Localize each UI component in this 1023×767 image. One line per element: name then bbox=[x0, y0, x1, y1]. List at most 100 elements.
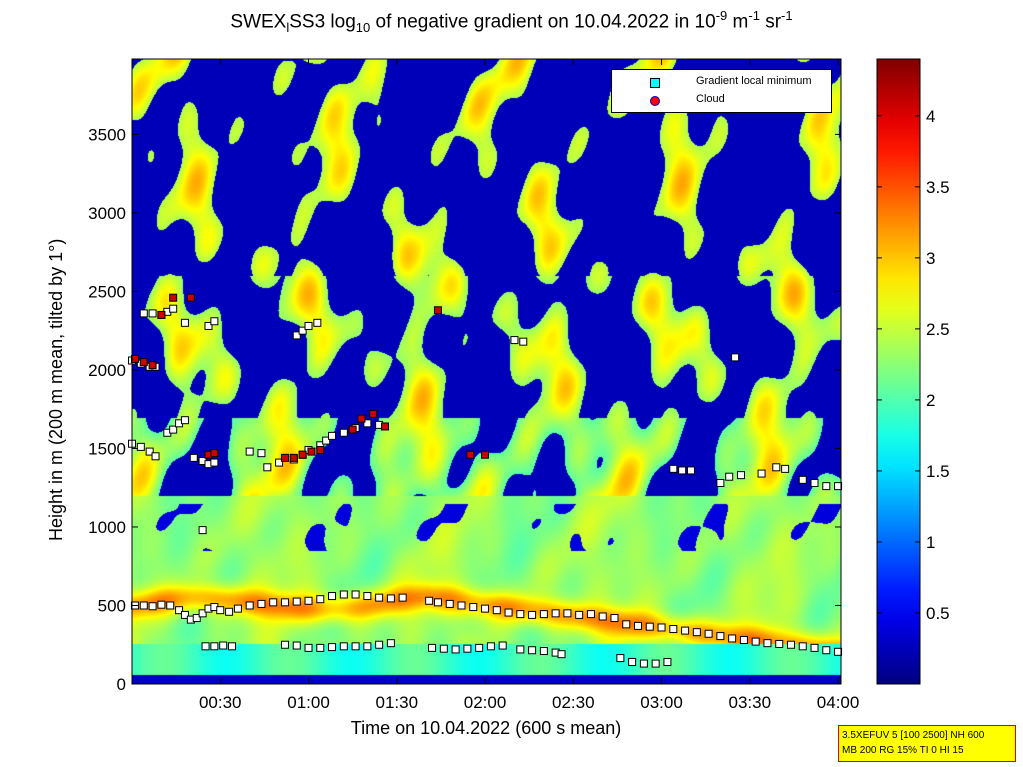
minimum-marker bbox=[469, 603, 478, 612]
minimum-marker bbox=[328, 592, 337, 601]
minimum-marker bbox=[786, 640, 795, 649]
minimum-marker bbox=[328, 431, 337, 440]
minimum-marker bbox=[704, 629, 713, 638]
minimum-marker bbox=[198, 526, 207, 535]
minimum-marker bbox=[219, 641, 228, 650]
cloud-marker bbox=[130, 354, 139, 363]
cloud-marker bbox=[307, 447, 316, 456]
minimum-marker bbox=[292, 641, 301, 650]
minimum-marker bbox=[139, 309, 148, 318]
legend-item-cloud: Cloud bbox=[612, 92, 831, 110]
minimum-marker bbox=[175, 606, 184, 615]
minimum-marker bbox=[516, 610, 525, 619]
cloud-marker bbox=[466, 450, 475, 459]
minimum-marker bbox=[728, 634, 737, 643]
minimum-marker bbox=[781, 464, 790, 473]
colorbar-tick-label: 1 bbox=[926, 533, 935, 552]
minimum-marker bbox=[339, 590, 348, 599]
legend-label: Cloud bbox=[696, 93, 725, 105]
cloud-marker bbox=[348, 425, 357, 434]
minimum-marker bbox=[551, 609, 560, 618]
minimum-marker bbox=[445, 599, 454, 608]
x-tick-label: 02:30 bbox=[552, 693, 595, 712]
cloud-marker bbox=[298, 450, 307, 459]
minimum-marker bbox=[245, 447, 254, 456]
minimum-marker bbox=[316, 595, 325, 604]
cloud-marker bbox=[186, 293, 195, 302]
y-tick-label: 1500 bbox=[88, 439, 126, 458]
minimum-marker bbox=[375, 640, 384, 649]
minimum-marker bbox=[363, 592, 372, 601]
minimum-marker bbox=[263, 463, 272, 472]
legend: Gradient local minimum Cloud bbox=[611, 69, 832, 113]
minimum-marker bbox=[475, 643, 484, 652]
minimum-marker bbox=[363, 642, 372, 651]
cloud-marker bbox=[169, 293, 178, 302]
cloud-marker bbox=[369, 409, 378, 418]
minimum-marker bbox=[669, 625, 678, 634]
minimum-marker bbox=[351, 642, 360, 651]
minimum-marker bbox=[375, 593, 384, 602]
colorbar-tick-label: 1.5 bbox=[926, 462, 950, 481]
cloud-marker bbox=[280, 453, 289, 462]
minimum-marker bbox=[539, 610, 548, 619]
minimum-marker bbox=[304, 643, 313, 652]
minimum-marker bbox=[339, 428, 348, 437]
settings-info-box: 3.5XEFUV 5 [100 2500] NH 600 MB 200 RG 1… bbox=[838, 725, 1016, 762]
cloud-marker bbox=[210, 449, 219, 458]
cloud-marker bbox=[157, 310, 166, 319]
square-marker-icon bbox=[650, 78, 660, 88]
minimum-marker bbox=[486, 642, 495, 651]
minimum-marker bbox=[651, 659, 660, 668]
minimum-marker bbox=[681, 626, 690, 635]
x-tick-label: 00:30 bbox=[199, 693, 242, 712]
minimum-marker bbox=[439, 644, 448, 653]
minimum-marker bbox=[798, 475, 807, 484]
minimum-marker bbox=[298, 326, 307, 335]
minimum-marker bbox=[492, 606, 501, 615]
minimum-marker bbox=[280, 640, 289, 649]
y-tick-label: 0 bbox=[117, 675, 126, 694]
minimum-marker bbox=[192, 614, 201, 623]
y-tick-label: 500 bbox=[98, 596, 126, 615]
x-tick-label: 01:30 bbox=[375, 693, 418, 712]
minimum-marker bbox=[275, 458, 284, 467]
minimum-marker bbox=[504, 608, 513, 617]
y-tick-label: 2500 bbox=[88, 282, 126, 301]
x-axis-label: Time on 10.04.2022 (600 s mean) bbox=[350, 718, 622, 738]
minimum-marker bbox=[233, 604, 242, 613]
y-tick-label: 3500 bbox=[88, 125, 126, 144]
minimum-marker bbox=[757, 469, 766, 478]
minimum-marker bbox=[180, 610, 189, 619]
minimum-marker bbox=[563, 609, 572, 618]
minimum-marker bbox=[433, 598, 442, 607]
y-tick-label: 3000 bbox=[88, 204, 126, 223]
colorbar-tick-label: 2 bbox=[926, 391, 935, 410]
minimum-marker bbox=[725, 472, 734, 481]
colorbar-tick-label: 3 bbox=[926, 249, 935, 268]
minimum-marker bbox=[716, 632, 725, 641]
cloud-marker bbox=[148, 361, 157, 370]
minimum-marker bbox=[451, 645, 460, 654]
minimum-marker bbox=[657, 623, 666, 632]
minimum-marker bbox=[257, 449, 266, 458]
minimum-marker bbox=[557, 650, 566, 659]
minimum-marker bbox=[539, 647, 548, 656]
chart-title: SWEXlSS3 log10 of negative gradient on 1… bbox=[230, 8, 793, 36]
minimum-marker bbox=[257, 599, 266, 608]
minimum-marker bbox=[528, 646, 537, 655]
y-axis-label: Height in m (200 m mean, tilted by 1°) bbox=[46, 238, 66, 541]
minimum-marker bbox=[339, 642, 348, 651]
info-line-1: 3.5XEFUV 5 [100 2500] NH 600 bbox=[842, 730, 985, 741]
minimum-marker bbox=[457, 601, 466, 610]
info-line-2: MB 200 RG 15% TI 0 HI 15 bbox=[842, 745, 964, 756]
minimum-marker bbox=[634, 621, 643, 630]
minimum-marker bbox=[510, 336, 519, 345]
minimum-marker bbox=[716, 478, 725, 487]
minimum-marker bbox=[686, 466, 695, 475]
minimum-marker bbox=[313, 318, 322, 327]
colorbar bbox=[876, 58, 921, 685]
minimum-marker bbox=[575, 610, 584, 619]
minimum-marker bbox=[201, 642, 210, 651]
